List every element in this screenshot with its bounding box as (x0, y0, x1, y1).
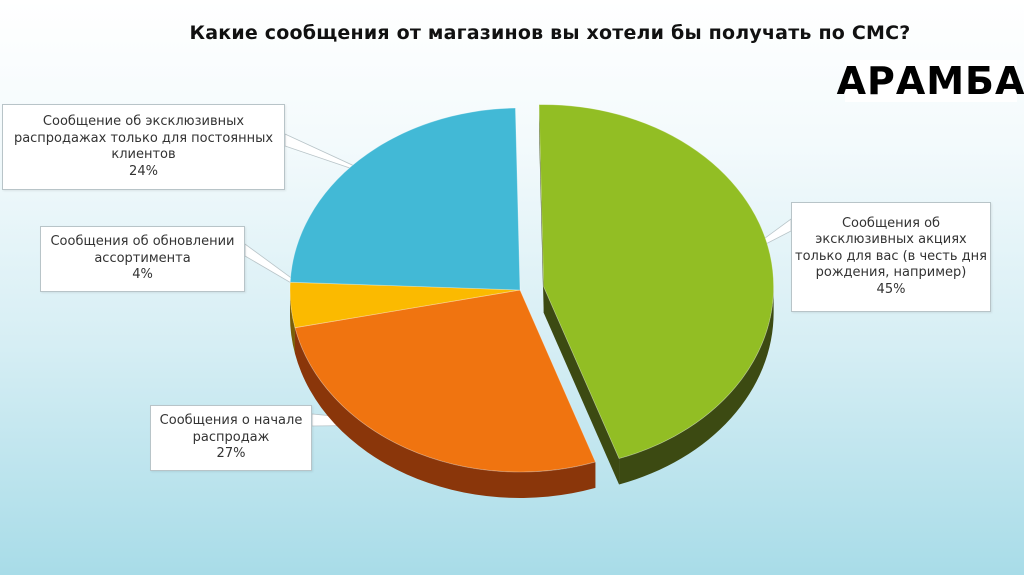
slice-label-exclusive-promotions: Сообщения об эксклюзивных акциях только … (791, 202, 991, 312)
slice-value-label: 27% (216, 446, 246, 462)
chart-title: Какие сообщения от магазинов вы хотели б… (189, 22, 911, 44)
pie-slice-exclusive-sales-regulars (289, 107, 521, 291)
slice-label-text: Сообщения об обновлении ассортимента (50, 234, 235, 266)
pie-slice-side-exclusive-promotions (619, 286, 774, 485)
slice-label-exclusive-sales-regulars: Сообщение об эксклюзивных распродажах то… (2, 104, 285, 190)
slice-label-text: Сообщения о начале распродаж (159, 413, 303, 445)
pie-slice-side-sale-start (294, 327, 596, 499)
pie-slice-cut-exclusive-promotions-1 (543, 286, 620, 485)
slice-value-label: 24% (129, 163, 158, 179)
leader-line-exclusive-sales-regulars (284, 133, 384, 180)
slice-label-text: Сообщение об эксклюзивных распродажах то… (13, 114, 274, 162)
pie-slice-exclusive-promotions (538, 104, 775, 460)
pie-slice-sale-start (294, 289, 596, 473)
slice-value-label: 45% (876, 281, 906, 297)
pie-slice-assortment-update (289, 281, 521, 329)
slice-value-label: 4% (132, 267, 153, 283)
slice-label-sale-start: Сообщения о начале распродаж 27% (150, 405, 312, 471)
slice-label-assortment-update: Сообщения об обновлении ассортимента 4% (40, 226, 245, 292)
slice-label-text: Сообщения об эксклюзивных акциях только … (795, 215, 987, 281)
brand-logo: АРАМБА (836, 59, 1024, 103)
pie-slice-cut-exclusive-promotions-0 (539, 104, 544, 313)
pie-slice-side-assortment-update (290, 290, 295, 354)
